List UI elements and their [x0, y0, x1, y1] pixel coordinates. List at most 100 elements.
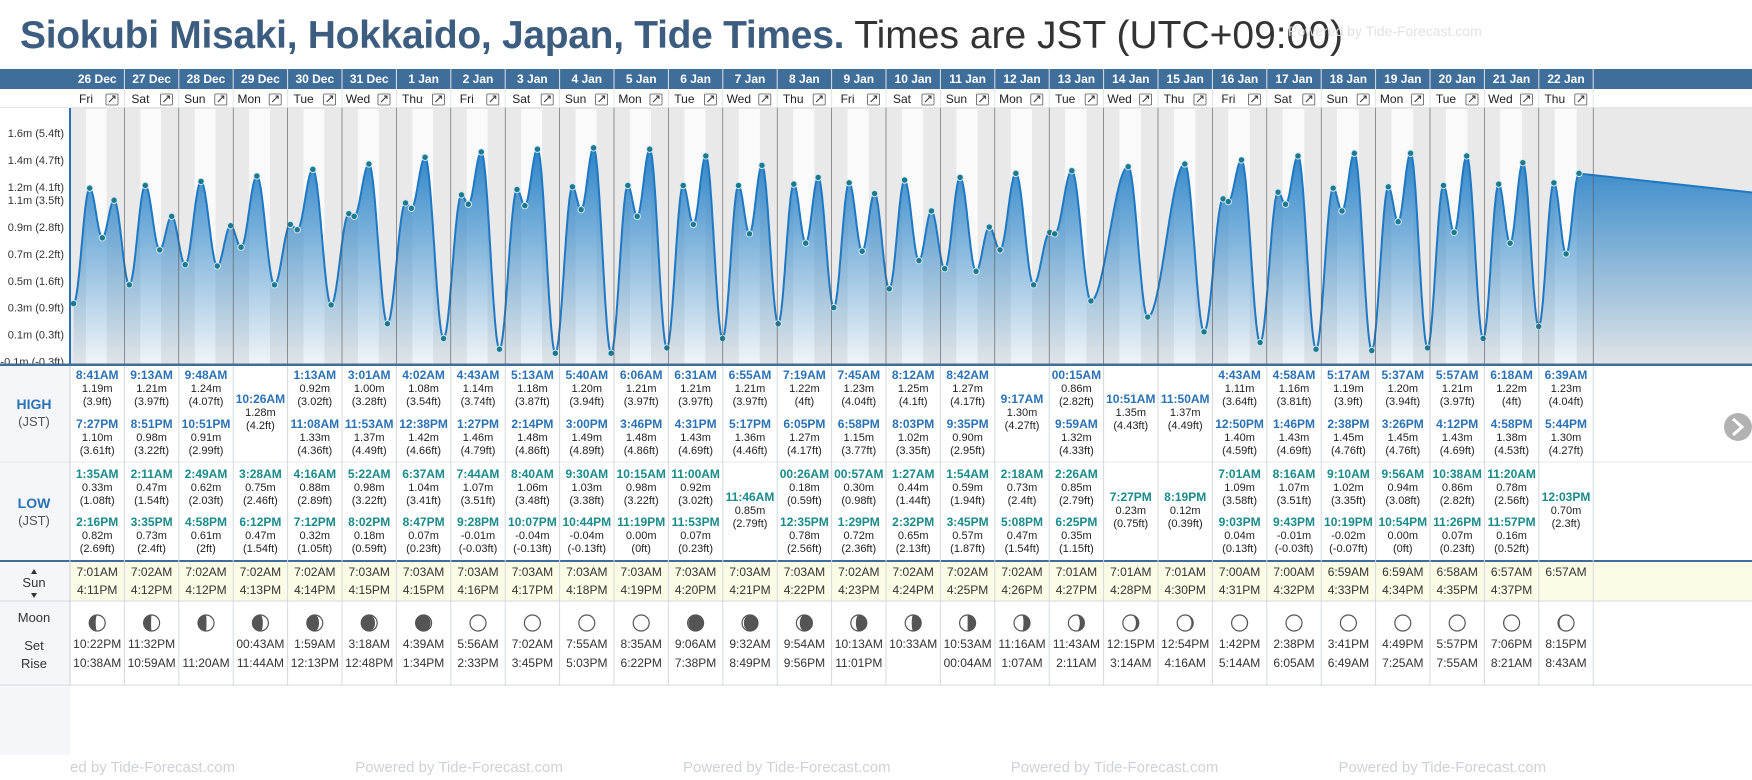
high-tide-point	[790, 180, 798, 188]
high-tide-height-ft: (4ft)	[1502, 396, 1522, 408]
sunset-time: 4:11PM	[77, 583, 117, 597]
high-tide-height-ft: (4ft)	[795, 396, 815, 408]
low-tz-label: (JST)	[18, 513, 50, 528]
low-tide-height-ft: (2.4ft)	[1008, 495, 1037, 507]
moonset-time: 9:06AM	[675, 637, 716, 651]
low-tide-point	[125, 281, 134, 289]
low-tide-time: 6:12PM	[239, 515, 281, 529]
low-tide-height-ft: (0.39ft)	[1168, 518, 1203, 530]
low-tide-height-ft: (2.4ft)	[137, 543, 166, 555]
low-tide-time: 8:40AM	[511, 467, 554, 481]
high-tide-height: 1.21m	[626, 383, 657, 395]
low-tide-height: 0.78m	[789, 530, 820, 542]
y-tick-label: 0.1m (0.3ft)	[8, 329, 64, 341]
watermark-fragment: ed by Tide-Forecast.com	[70, 759, 236, 776]
moonrise-time: 2:33PM	[457, 656, 498, 670]
sunset-time: 4:15PM	[403, 583, 444, 597]
moonrise-time: 10:59AM	[128, 656, 176, 670]
weekday-label: Mon	[1380, 92, 1403, 106]
low-tide-height-ft: (1.44ft)	[896, 495, 931, 507]
moonrise-time: 12:13PM	[291, 656, 339, 670]
low-tide-height: -0.04m	[570, 530, 604, 542]
low-tide-point	[181, 260, 189, 269]
low-tide-time: 8:19PM	[1164, 490, 1206, 504]
moonset-time: 12:54PM	[1161, 637, 1209, 651]
high-tide-height-ft: (3.97ft)	[733, 396, 768, 408]
high-tide-time: 5:44PM	[1545, 417, 1587, 431]
expand-arrow	[1359, 95, 1367, 103]
high-tide-height-ft: (3.28ft)	[352, 396, 387, 408]
sunset-time: 4:27PM	[1056, 583, 1097, 597]
weekday-label: Thu	[402, 92, 423, 106]
moonset-time: 00:43AM	[236, 637, 284, 651]
high-tide-height-ft: (4.04ft)	[1549, 396, 1584, 408]
low-tide-point	[996, 246, 1004, 254]
low-tide-time: 8:16AM	[1273, 467, 1316, 481]
low-tide-point	[774, 320, 782, 328]
moonset-time: 4:49PM	[1382, 637, 1423, 651]
low-tide-point	[607, 349, 615, 357]
moonset-time: 2:38PM	[1273, 637, 1314, 651]
high-tide-point	[226, 222, 235, 230]
low-tide-height-ft: (-0.03ft)	[459, 543, 498, 555]
moon-shadow	[688, 615, 704, 631]
sunrise-time: 6:59AM	[1382, 565, 1423, 579]
low-tide-point	[830, 303, 838, 312]
sunrise-time: 7:03AM	[729, 565, 770, 579]
moonset-time: 5:56AM	[457, 637, 498, 651]
moon-shadow	[855, 615, 867, 631]
moon-shadow	[1558, 615, 1566, 631]
high-tide-height: 1.15m	[844, 432, 875, 444]
high-tz-label: (JST)	[18, 414, 50, 429]
high-tide-point	[1274, 188, 1282, 196]
high-row-label: HIGH	[17, 396, 52, 412]
high-tide-height: 1.02m	[898, 432, 929, 444]
high-tide-height-ft: (4.59ft)	[1222, 445, 1257, 457]
moonrise-time: 11:44AM	[237, 656, 284, 670]
high-tide-height: 1.35m	[1116, 407, 1147, 419]
low-tide-height: 0.88m	[300, 482, 331, 494]
low-tide-point	[1423, 344, 1432, 352]
high-tide-height-ft: (4.04ft)	[841, 396, 876, 408]
moonset-time: 12:15PM	[1107, 637, 1155, 651]
low-tide-point	[858, 247, 866, 255]
high-tide-point	[624, 181, 632, 190]
moonrise-time: 10:38AM	[73, 656, 121, 670]
expand-arrow	[108, 95, 116, 103]
high-tide-height: 1.30m	[1007, 407, 1038, 419]
tide-times-area	[0, 366, 1752, 561]
sunrise-time: 7:01AM	[1056, 565, 1097, 579]
low-tide-point	[213, 262, 221, 270]
date-label: 16 Jan	[1221, 72, 1258, 86]
high-tide-point	[1575, 169, 1583, 178]
moon-shadow	[198, 615, 207, 631]
high-tide-height-ft: (3.64ft)	[1222, 396, 1257, 408]
high-tide-point	[1384, 183, 1393, 191]
expand-arrow	[1305, 95, 1313, 103]
moonset-time: 8:15PM	[1545, 637, 1586, 651]
high-tide-point	[1068, 166, 1076, 175]
high-tide-height: 1.33m	[300, 432, 331, 444]
moon-phase-icon	[1448, 614, 1466, 632]
sunset-time: 4:33PM	[1328, 583, 1369, 597]
low-tide-time: 4:58PM	[185, 515, 227, 529]
sunset-time: 4:23PM	[838, 583, 879, 597]
low-tide-point	[98, 234, 107, 242]
moon-phase-icon	[1339, 614, 1358, 632]
low-tide-height: 0.61m	[191, 530, 222, 542]
low-tide-height: 0.16m	[1496, 530, 1527, 542]
watermark-text: Powered by Tide-Forecast.com	[1338, 759, 1547, 776]
high-tide-point	[1350, 149, 1359, 157]
low-tide-height-ft: (0.23ft)	[1440, 543, 1475, 555]
weekday-label: Wed	[1488, 92, 1512, 106]
low-tide-height-ft: (0.23ft)	[678, 543, 713, 555]
low-tide-point	[1200, 328, 1208, 336]
high-tide-height: 0.92m	[300, 383, 331, 395]
high-tide-height-ft: (4.17ft)	[787, 445, 822, 457]
low-tide-height-ft: (2.56ft)	[787, 543, 822, 555]
high-tide-height-ft: (3.74ft)	[461, 396, 496, 408]
moon-shadow	[911, 615, 922, 631]
y-tick-label: 1.2m (4.1ft)	[8, 182, 64, 194]
sunrise-time: 7:02AM	[240, 565, 281, 579]
high-tide-height-ft: (4.33ft)	[1059, 445, 1094, 457]
